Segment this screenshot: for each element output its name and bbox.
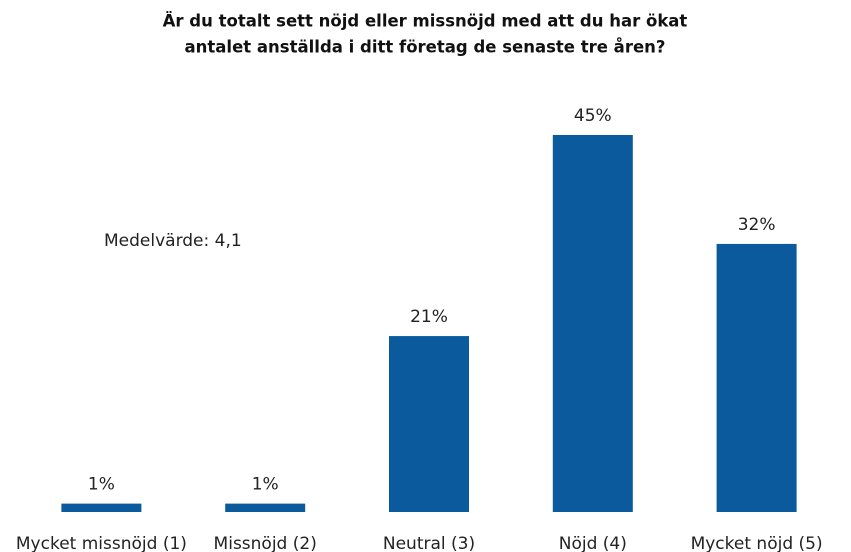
value-label: 1% [252,475,279,495]
x-tick-label: Mycket nöjd (5) [691,534,823,552]
value-label: 21% [410,307,448,327]
x-tick-label: Nöjd (4) [559,534,627,552]
chart-title: antalet anställda i ditt företag de sena… [185,38,666,57]
bar [389,336,469,512]
chart-title: Är du totalt sett nöjd eller missnöjd me… [163,12,688,31]
x-tick-label: Mycket missnöjd (1) [16,534,187,552]
bar [716,243,797,512]
value-label: 32% [738,215,776,235]
bar [552,135,633,512]
x-tick-label: Missnöjd (2) [214,534,317,552]
bar [225,503,306,512]
value-label: 45% [574,106,612,126]
annotation: Medelvärde: 4,1 [104,231,242,251]
bar [61,503,142,512]
x-tick-label: Neutral (3) [383,534,475,552]
value-label: 1% [88,475,115,495]
